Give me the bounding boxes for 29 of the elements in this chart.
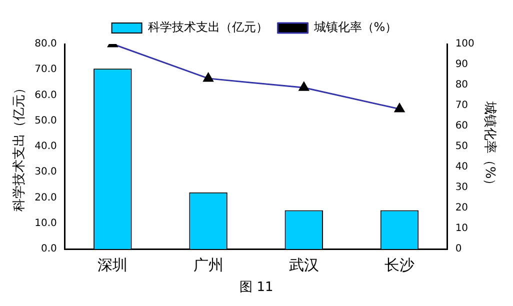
y2-tick-label: 70 [455, 100, 468, 112]
caption: 图 11 [238, 279, 274, 296]
y-tick-label: 30.0 [34, 166, 57, 178]
y-tick-label: 60.0 [34, 90, 57, 101]
y2-tick-label: 90 [455, 59, 468, 70]
x-tick-label: 深圳 [98, 256, 128, 274]
y2-tick-label: 30 [455, 182, 468, 194]
y2-axis-title: 城镇化率（%） [482, 100, 498, 192]
legend-label: 城镇化率（%） [312, 20, 398, 34]
y2-tick-label: 100 [455, 38, 474, 50]
y-tick-label: 10.0 [34, 218, 57, 229]
y2-tick-label: 80 [455, 80, 468, 91]
y2-tick-label: 40 [455, 162, 468, 173]
x-tick-label: 长沙 [384, 256, 415, 274]
y2-tick-label: 50 [455, 141, 468, 152]
x-tick-label: 武汉 [288, 256, 319, 274]
y-axis-title: 科学技术支出（亿元） [12, 82, 28, 212]
y2-tick-label: 0 [455, 244, 462, 255]
y-tick-label: 50.0 [34, 115, 57, 126]
y-tick-label: 80.0 [34, 38, 57, 50]
legend-label: 科学技术支出（亿元） [148, 20, 268, 34]
x-tick-label: 广州 [193, 256, 224, 274]
y2-tick-label: 60 [455, 120, 468, 132]
y2-tick-label: 10 [455, 223, 468, 234]
y-tick-label: 20.0 [34, 192, 57, 204]
y-tick-label: 70.0 [34, 64, 57, 76]
y2-tick-label: 20 [455, 202, 468, 214]
y-tick-label: 0.0 [40, 244, 57, 255]
y-tick-label: 40.0 [34, 141, 57, 152]
